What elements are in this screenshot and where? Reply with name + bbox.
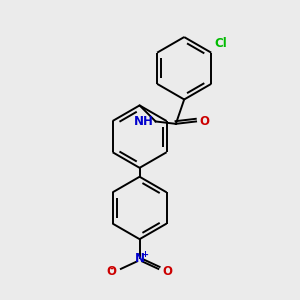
Text: O: O xyxy=(107,266,117,278)
Text: N: N xyxy=(135,252,145,265)
Text: O: O xyxy=(163,266,172,278)
Text: +: + xyxy=(141,250,148,260)
Text: Cl: Cl xyxy=(215,37,227,50)
Text: NH: NH xyxy=(134,115,154,128)
Text: O: O xyxy=(200,115,210,128)
Text: -: - xyxy=(110,264,113,274)
